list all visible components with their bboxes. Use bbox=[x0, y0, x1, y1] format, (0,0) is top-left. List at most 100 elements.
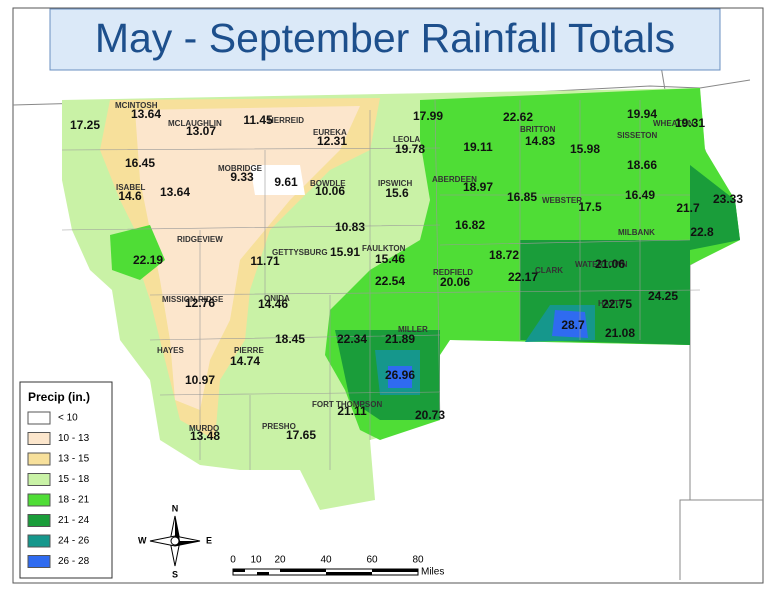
rainfall-value: 26.96 bbox=[385, 368, 415, 382]
county-lines bbox=[61, 99, 701, 470]
rainfall-value: 20.06 bbox=[440, 275, 470, 289]
rainfall-value: 16.45 bbox=[125, 156, 155, 170]
rainfall-value: 17.25 bbox=[70, 118, 100, 132]
legend-swatch bbox=[27, 452, 51, 466]
town-labels: MCINTOSH MCLAUGHLIN HERREID EUREKA LEOLA BRIT… bbox=[115, 101, 694, 433]
scale-label: 80 bbox=[412, 555, 424, 566]
town-label: ONIDA bbox=[264, 294, 290, 303]
rainfall-value: 16.49 bbox=[625, 188, 655, 202]
rainfall-value: 22.54 bbox=[375, 274, 405, 288]
rainfall-value: 24.25 bbox=[648, 289, 678, 303]
town-label: MCINTOSH bbox=[115, 101, 158, 110]
rainfall-value: 28.7 bbox=[561, 318, 585, 332]
town-label: WEBSTER bbox=[542, 196, 582, 205]
scale-seg bbox=[326, 572, 372, 575]
legend-swatch bbox=[27, 493, 51, 507]
rainfall-value: 15.6 bbox=[385, 186, 409, 200]
legend-swatch bbox=[27, 534, 51, 548]
town-label: PRESHO bbox=[262, 422, 296, 431]
legend-swatch bbox=[27, 473, 51, 486]
value-labels: 17.25 13.64 13.07 11.45 12.31 17.99 22.62 19.94… bbox=[70, 107, 743, 443]
compass-star bbox=[175, 516, 180, 541]
scale-seg bbox=[280, 569, 326, 572]
scale-seg bbox=[257, 572, 269, 575]
scale-unit: Miles bbox=[421, 567, 444, 578]
rainfall-value: 14.6 bbox=[118, 189, 142, 203]
rainfall-value: 18.97 bbox=[463, 180, 493, 194]
scale-label: 60 bbox=[366, 555, 378, 566]
frame bbox=[12, 7, 764, 584]
rainfall-value: 21.08 bbox=[605, 326, 635, 340]
town-label: MCLAUGHLIN bbox=[168, 119, 222, 128]
rainfall-value: 21.06 bbox=[595, 257, 625, 271]
rainfall-value: 19.78 bbox=[395, 142, 425, 156]
rainfall-value: 22.19 bbox=[133, 253, 163, 267]
zone bbox=[135, 106, 360, 410]
rainfall-value: 16.82 bbox=[455, 218, 485, 232]
rainfall-value: 11.71 bbox=[250, 254, 280, 268]
zone bbox=[335, 165, 740, 420]
rainfall-value: 18.72 bbox=[489, 248, 519, 262]
rainfall-value: 17.65 bbox=[286, 428, 316, 442]
rainfall-value: 23.33 bbox=[713, 192, 743, 206]
town-label: MILLER bbox=[398, 325, 428, 334]
legend-title: Precip (in.) bbox=[28, 390, 90, 404]
legend-label: 18 - 21 bbox=[58, 495, 90, 506]
town-label: FAULKTON bbox=[362, 244, 406, 253]
rain-zones bbox=[62, 88, 740, 510]
compass-n: N bbox=[172, 503, 179, 513]
rainfall-value: 10.83 bbox=[335, 220, 365, 234]
legend-label: < 10 bbox=[58, 413, 78, 424]
scale-label: 0 bbox=[230, 555, 236, 566]
scale-seg bbox=[233, 569, 245, 572]
town-label: PIERRE bbox=[234, 346, 264, 355]
scale-seg bbox=[372, 569, 418, 572]
rainfall-value: 19.31 bbox=[675, 116, 705, 130]
legend-swatch bbox=[27, 514, 51, 527]
town-label: GETTYSBURG bbox=[272, 248, 328, 257]
compass-star bbox=[175, 541, 200, 546]
town-label: REDFIELD bbox=[433, 268, 473, 277]
rainfall-value: 15.98 bbox=[570, 142, 600, 156]
town-label: MILBANK bbox=[618, 228, 655, 237]
rainfall-value: 22.17 bbox=[508, 270, 538, 284]
town-label: SISSETON bbox=[617, 131, 658, 140]
rainfall-value: 13.07 bbox=[186, 124, 216, 138]
compass: N S E W bbox=[138, 503, 212, 579]
rainfall-value: 10.97 bbox=[185, 373, 215, 387]
rainfall-value: 22.8 bbox=[690, 225, 714, 239]
zone bbox=[375, 305, 595, 395]
town-label: IPSWICH bbox=[378, 179, 412, 188]
town-label: WATERTOWN bbox=[575, 260, 628, 269]
rainfall-value: 17.5 bbox=[578, 200, 602, 214]
town-label: HAYTI bbox=[598, 299, 621, 308]
legend-swatch bbox=[27, 432, 51, 445]
title: May - September Rainfall Totals bbox=[95, 15, 675, 61]
rainfall-value: 21.11 bbox=[337, 404, 367, 418]
rainfall-value: 12.31 bbox=[317, 134, 347, 148]
rainfall-value: 14.74 bbox=[230, 354, 260, 368]
rainfall-value: 11.45 bbox=[243, 113, 273, 127]
compass-s: S bbox=[172, 569, 178, 579]
rainfall-value: 14.46 bbox=[258, 297, 288, 311]
legend-label: 26 - 28 bbox=[58, 556, 90, 567]
rainfall-value: 9.61 bbox=[274, 175, 298, 189]
rainfall-value: 14.83 bbox=[525, 134, 555, 148]
rainfall-value: 16.85 bbox=[507, 190, 537, 204]
rainfall-value: 18.45 bbox=[275, 332, 305, 346]
zone bbox=[110, 225, 165, 280]
zone bbox=[388, 310, 588, 388]
rainfall-value: 13.64 bbox=[160, 185, 190, 199]
town-label: EUREKA bbox=[313, 128, 347, 137]
town-label: MOBRIDGE bbox=[218, 164, 263, 173]
rainfall-value: 19.11 bbox=[463, 140, 493, 154]
rainfall-value: 18.66 bbox=[627, 158, 657, 172]
rainfall-value: 22.34 bbox=[337, 332, 367, 346]
town-label: FORT THOMPSON bbox=[312, 400, 382, 409]
town-label: BRITTON bbox=[520, 125, 556, 134]
legend-label: 15 - 18 bbox=[58, 474, 90, 485]
rainfall-value: 12.76 bbox=[185, 296, 215, 310]
scale-label: 20 bbox=[274, 555, 286, 566]
